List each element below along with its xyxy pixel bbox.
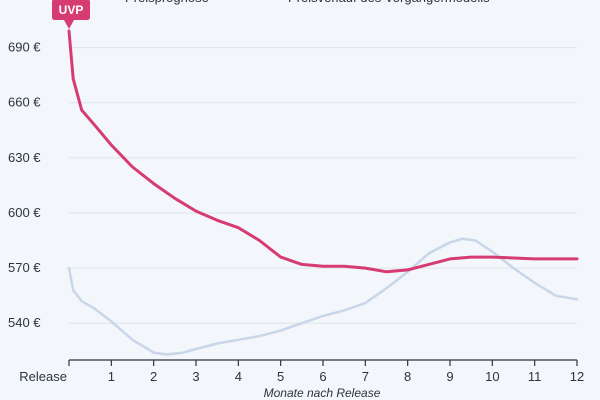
x-tick-label: 5 — [277, 369, 284, 384]
gridlines — [69, 47, 577, 324]
y-tick-label: 570 € — [8, 260, 41, 275]
legend: Preisprognose Preisverlauf des Vorgängerm… — [125, 0, 490, 5]
x-axis: Release 1 2 3 4 5 6 7 8 9 10 11 12 — [19, 359, 584, 384]
series-line-preisprognose — [67, 29, 579, 274]
x-axis-title: Monate nach Release — [264, 386, 381, 400]
x-tick-label: 6 — [319, 369, 326, 384]
legend-entry: Preisprognose — [125, 0, 209, 5]
series-layer — [67, 29, 579, 356]
x-tick-label: 12 — [570, 369, 584, 384]
y-tick-label: 600 € — [8, 205, 41, 220]
uvp-marker — [52, 0, 90, 30]
y-tick-label: 690 € — [8, 40, 41, 55]
y-tick-label: 540 € — [8, 315, 41, 330]
legend-entry: Preisverlauf des Vorgängermodells — [288, 0, 490, 5]
x-tick-label: 7 — [362, 369, 369, 384]
x-tick-label: Release — [19, 369, 67, 384]
x-tick-label: 2 — [150, 369, 157, 384]
x-tick-label: 11 — [528, 369, 542, 384]
x-tick-label: 3 — [192, 369, 199, 384]
uvp-label: UVP — [59, 3, 84, 17]
y-tick-label: 660 € — [8, 95, 41, 110]
uvp-annotation: UVP — [52, 0, 90, 30]
x-tick-label: 9 — [446, 369, 453, 384]
series-line-vorgaengermodell — [67, 237, 579, 356]
x-tick-label: 4 — [235, 369, 242, 384]
y-tick-label: 630 € — [8, 150, 41, 165]
x-tick-label: 8 — [404, 369, 411, 384]
x-tick-label: 10 — [485, 369, 499, 384]
y-axis: 690 € 660 € 630 € 600 € 570 € 540 € — [8, 40, 41, 331]
x-tick-label: 1 — [108, 369, 115, 384]
